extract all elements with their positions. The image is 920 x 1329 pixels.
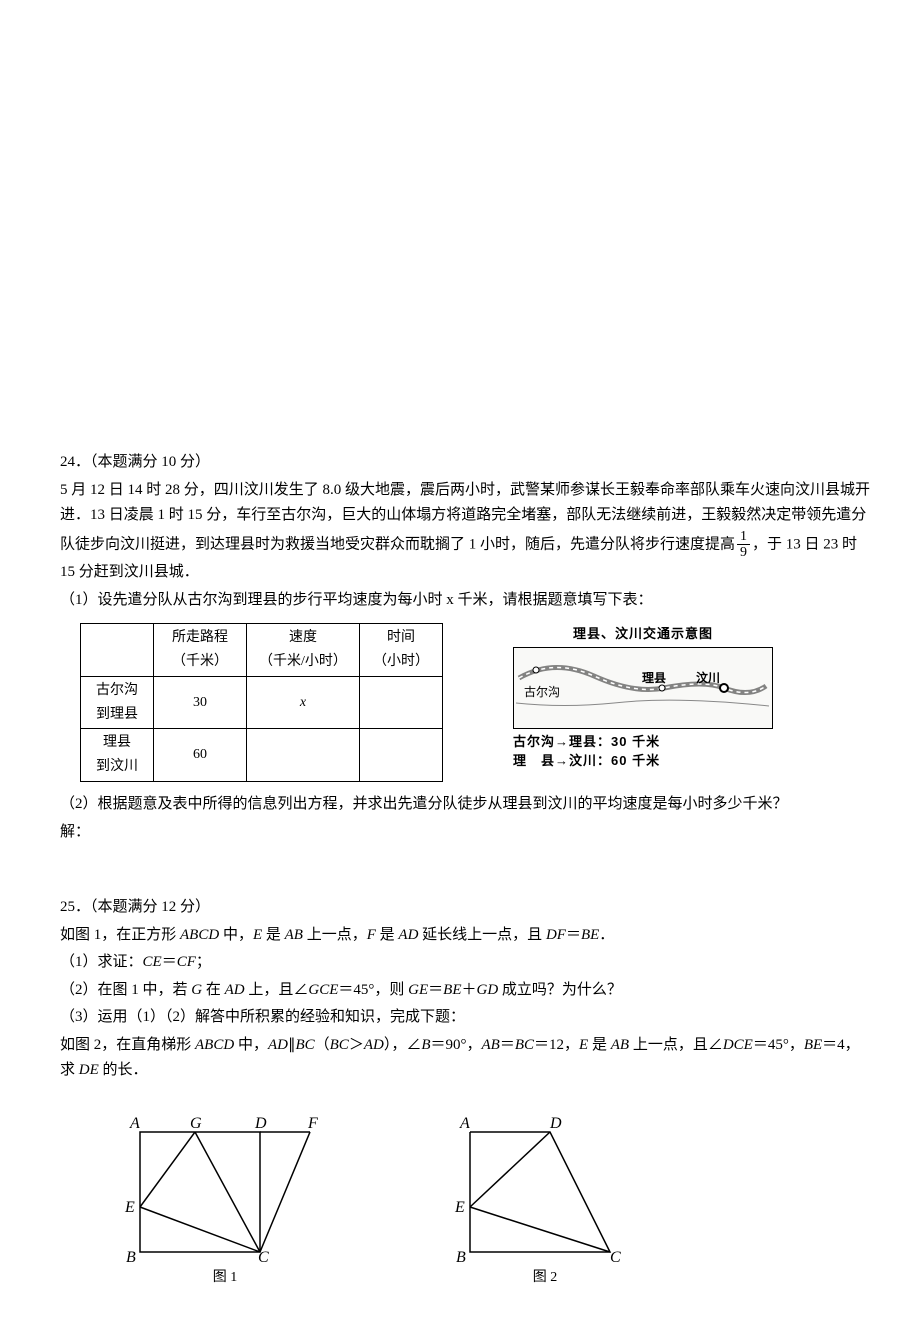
fig1-EC (140, 1207, 260, 1252)
th-time: 时间 （小时） (360, 624, 443, 677)
th-speed: 速度 （千米/小时） (247, 624, 360, 677)
q24-solution-label: 解： (60, 820, 870, 846)
th-route (81, 624, 154, 677)
map-box: 古尔沟 理县 汶川 (513, 647, 773, 729)
r1-route: 古尔沟到理县 (81, 676, 154, 729)
th-dist-l1: 所走路程 (172, 630, 228, 645)
r2-route: 理县到汶川 (81, 729, 154, 782)
r2-dist: 60 (154, 729, 247, 782)
th-dist: 所走路程 （千米） (154, 624, 247, 677)
map-label-lixian: 理县 (642, 671, 666, 685)
fig2-svg: A D E B C (450, 1112, 640, 1262)
fig1-svg: A G D F E B C (120, 1112, 330, 1262)
lbl-D: D (254, 1115, 267, 1132)
q24-map: 理县、汶川交通示意图 古尔沟 理县 汶川 (513, 623, 773, 769)
th-time-l2: （小时） (373, 654, 429, 669)
th-time-l1: 时间 (387, 630, 415, 645)
fig1-label: 图 1 (120, 1266, 330, 1290)
map-label-guergou: 古尔沟 (524, 684, 560, 699)
lbl2-E: E (454, 1199, 465, 1216)
q24-frac-den: 9 (737, 545, 750, 560)
map-dot-wenchuan (720, 684, 728, 692)
map-svg: 古尔沟 理县 汶川 (514, 648, 772, 726)
table-row: 所走路程 （千米） 速度 （千米/小时） 时间 （小时） (81, 624, 443, 677)
q25-sub2: （2）在图 1 中，若 G 在 AD 上，且∠GCE＝45°，则 GE＝BE＋G… (60, 978, 870, 1004)
q24-para1: 5 月 12 日 14 时 28 分，四川汶川发生了 8.0 级大地震，震后两小… (60, 478, 870, 586)
th-speed-l1: 速度 (289, 630, 317, 645)
fig2-trapezoid (470, 1132, 610, 1252)
fig2-label: 图 2 (450, 1266, 640, 1290)
question-24: 24．（本题满分 10 分） 5 月 12 日 14 时 28 分，四川汶川发生… (60, 450, 870, 845)
map-caption-2: 理 县→汶川：60 千米 (513, 752, 773, 770)
fig2-EC (470, 1207, 610, 1252)
r1-speed: x (247, 676, 360, 729)
q25-line1: 如图 1，在正方形 ABCD 中，E 是 AB 上一点，F 是 AD 延长线上一… (60, 923, 870, 949)
th-dist-l2: （千米） (172, 654, 228, 669)
r2-speed (247, 729, 360, 782)
q24-table: 所走路程 （千米） 速度 （千米/小时） 时间 （小时） 古尔沟到理县 30 x 理县… (80, 623, 443, 782)
q24-fraction: 19 (737, 529, 750, 561)
figure-1: A G D F E B C 图 1 (120, 1112, 330, 1290)
lbl-E: E (124, 1199, 135, 1216)
lbl2-B: B (456, 1249, 466, 1262)
map-dot-lixian (659, 685, 665, 691)
table-row: 理县到汶川 60 (81, 729, 443, 782)
lbl-C: C (258, 1249, 269, 1262)
fig1-lines (140, 1132, 310, 1252)
fig1-square (140, 1132, 260, 1252)
fig1-GC (195, 1132, 260, 1252)
page: 24．（本题满分 10 分） 5 月 12 日 14 时 28 分，四川汶川发生… (0, 0, 920, 1329)
fig2-DB-cut (470, 1132, 550, 1252)
fig2-ED (470, 1132, 550, 1207)
fig2-labels: A D E B C (454, 1115, 621, 1262)
fig2-lines (470, 1132, 610, 1252)
lbl-A: A (129, 1115, 140, 1132)
th-speed-l2: （千米/小时） (259, 654, 347, 669)
r2-time (360, 729, 443, 782)
q25-sub3: （3）运用（1）（2）解答中所积累的经验和知识，完成下题： (60, 1005, 870, 1031)
top-whitespace (60, 40, 870, 450)
q24-table-map-row: 所走路程 （千米） 速度 （千米/小时） 时间 （小时） 古尔沟到理县 30 x 理县… (80, 623, 870, 782)
fig1-CF (260, 1132, 310, 1252)
map-caption-1: 古尔沟→理县：30 千米 (513, 733, 773, 751)
lbl2-C: C (610, 1249, 621, 1262)
q24-sub2: （2）根据题意及表中所得的信息列出方程，并求出先遣分队徒步从理县到汶川的平均速度… (60, 792, 870, 818)
q25-header: 25．（本题满分 12 分） (60, 895, 870, 921)
fig1-EG (140, 1132, 195, 1207)
map-dot-guergou (533, 667, 539, 673)
figure-2: A D E B C 图 2 (450, 1112, 640, 1290)
q25-sub1: （1）求证：CE＝CF； (60, 950, 870, 976)
lbl-G: G (190, 1115, 202, 1132)
map-river (516, 700, 769, 706)
lbl2-D: D (549, 1115, 562, 1132)
q25-body: 如图 1，在正方形 ABCD 中，E 是 AB 上一点，F 是 AD 延长线上一… (60, 923, 870, 1290)
q24-sub1: （1）设先遣分队从古尔沟到理县的步行平均速度为每小时 x 千米，请根据题意填写下… (60, 588, 870, 614)
table-row: 古尔沟到理县 30 x (81, 676, 443, 729)
q25-figures: A G D F E B C 图 1 (120, 1112, 870, 1290)
q24-body: 5 月 12 日 14 时 28 分，四川汶川发生了 8.0 级大地震，震后两小… (60, 478, 870, 846)
lbl-B: B (126, 1249, 136, 1262)
r1-dist: 30 (154, 676, 247, 729)
q24-header: 24．（本题满分 10 分） (60, 450, 870, 476)
lbl-F: F (307, 1115, 318, 1132)
map-caption: 古尔沟→理县：30 千米 理 县→汶川：60 千米 (513, 733, 773, 769)
r1-time (360, 676, 443, 729)
question-25: 25．（本题满分 12 分） 如图 1，在正方形 ABCD 中，E 是 AB 上… (60, 895, 870, 1289)
map-label-wenchuan: 汶川 (696, 670, 720, 685)
lbl2-A: A (459, 1115, 470, 1132)
map-title: 理县、汶川交通示意图 (513, 623, 773, 645)
q24-frac-num: 1 (737, 529, 750, 545)
q25-line4: 如图 2，在直角梯形 ABCD 中，AD∥BC（BC＞AD），∠B＝90°，AB… (60, 1033, 870, 1084)
